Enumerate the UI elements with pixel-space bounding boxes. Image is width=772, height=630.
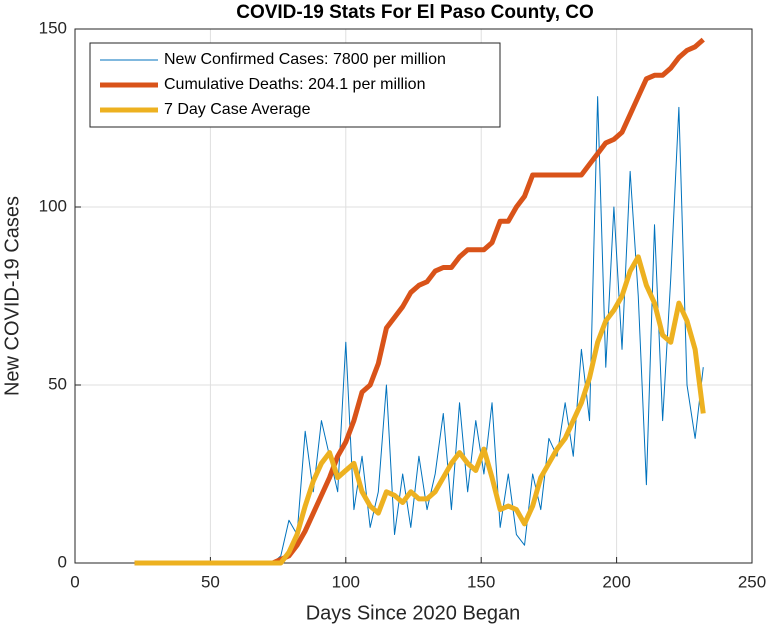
x-tick-label: 100 xyxy=(332,572,360,591)
y-axis-label: New COVID-19 Cases xyxy=(1,196,23,396)
x-tick-label: 0 xyxy=(70,572,79,591)
legend-label: Cumulative Deaths: 204.1 per million xyxy=(164,76,425,93)
legend-box xyxy=(89,42,501,128)
legend-label: New Confirmed Cases: 7800 per million xyxy=(164,51,446,68)
x-axis-label: Days Since 2020 Began xyxy=(306,602,521,624)
series-line xyxy=(134,254,706,566)
plot-frame xyxy=(74,28,753,564)
legend-label: 7 Day Case Average xyxy=(164,101,311,118)
y-tick-label: 100 xyxy=(39,196,67,215)
chart-title: COVID-19 Stats For El Paso County, CO xyxy=(236,2,594,23)
y-tick-label: 50 xyxy=(48,374,67,393)
x-tick-label: 250 xyxy=(738,572,766,591)
legend: New Confirmed Cases: 7800 per million Cum… xyxy=(89,42,501,128)
y-tick-label: 150 xyxy=(39,18,67,37)
x-tick-label: 150 xyxy=(467,572,495,591)
x-tick-label: 50 xyxy=(201,572,220,591)
y-tick-label: 0 xyxy=(58,552,67,571)
x-tick-label: 200 xyxy=(602,572,630,591)
